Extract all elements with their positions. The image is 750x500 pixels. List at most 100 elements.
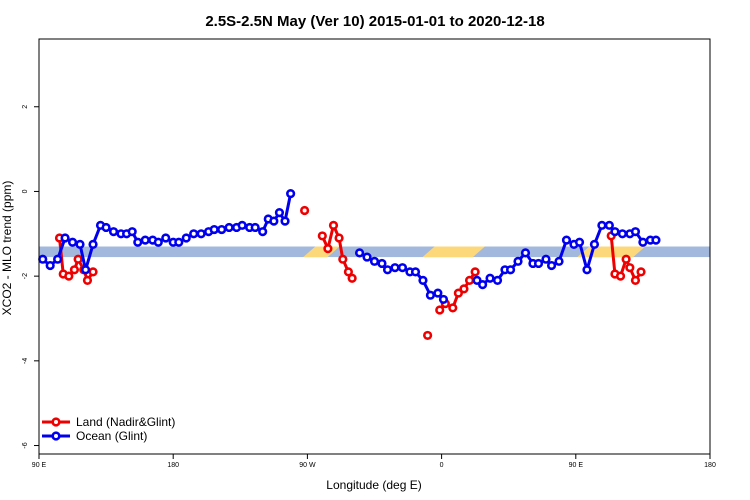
data-point <box>38 254 48 264</box>
data-point <box>438 294 449 305</box>
data-point <box>300 205 310 216</box>
x-tick-label: 180 <box>704 462 716 469</box>
data-point <box>323 244 333 254</box>
data-point <box>541 254 551 264</box>
data-point <box>75 239 85 249</box>
data-point <box>561 235 572 245</box>
data-point <box>174 237 184 247</box>
data-point <box>546 260 557 271</box>
band-land-segment <box>588 246 646 258</box>
data-point <box>280 216 290 226</box>
data-point <box>625 263 635 273</box>
y-axis: -6 -4 -2 0 2 <box>22 105 39 449</box>
data-point <box>334 233 344 243</box>
data-point <box>505 265 516 275</box>
legend-marker <box>51 417 61 427</box>
data-point <box>196 229 206 239</box>
data-point <box>435 305 445 315</box>
data-point <box>448 303 458 313</box>
data-point <box>464 275 475 285</box>
data-point <box>64 271 74 281</box>
data-point <box>217 224 227 235</box>
data-point <box>604 220 614 230</box>
data-point <box>362 252 372 262</box>
data-point <box>73 254 83 264</box>
legend: Land (Nadir&Glint)Ocean (Glint) <box>42 415 175 443</box>
data-point <box>453 288 463 298</box>
data-point <box>520 248 531 258</box>
x-tick-label: 180 <box>167 462 179 469</box>
data-point <box>382 265 393 275</box>
data-point <box>423 330 433 341</box>
data-point <box>410 267 421 277</box>
data-point <box>418 275 428 285</box>
data-point <box>88 239 98 249</box>
data-point <box>533 258 544 269</box>
data-point <box>589 239 600 249</box>
data-point <box>274 208 285 218</box>
data-point <box>615 271 626 281</box>
legend-label: Ocean (Glint) <box>76 429 147 443</box>
data-point <box>425 290 436 300</box>
data-point <box>181 233 191 243</box>
data-point <box>478 280 488 290</box>
data-point <box>397 263 408 273</box>
data-point <box>347 273 357 283</box>
data-point <box>189 229 199 239</box>
data-point <box>354 248 365 258</box>
reference-band <box>39 246 710 258</box>
data-point <box>338 254 348 264</box>
data-point <box>554 256 564 266</box>
data-point <box>250 222 260 233</box>
data-point <box>617 229 627 239</box>
y-tick-label: 0 <box>22 189 29 193</box>
x-tick-label: 90 E <box>32 462 47 469</box>
data-point <box>472 275 482 285</box>
data-point <box>69 265 80 275</box>
data-point <box>237 220 247 230</box>
plot-frame <box>38 38 711 455</box>
data-point <box>133 237 143 247</box>
data-point <box>485 273 495 283</box>
band-ocean <box>39 246 710 258</box>
data-point <box>630 227 641 237</box>
y-tick-label: -6 <box>22 442 29 448</box>
data-point <box>621 254 631 264</box>
data-point <box>636 267 646 277</box>
data-point <box>459 284 469 294</box>
data-point <box>45 260 55 271</box>
x-axis: 90 E 180 90 W 0 90 E 180 <box>32 454 716 469</box>
y-axis-label: XCO2 - MLO trend (ppm) <box>0 181 14 316</box>
data-point <box>53 254 63 264</box>
data-point <box>101 222 111 233</box>
x-tick-label: 90 W <box>299 462 316 469</box>
y-tick-label: -4 <box>22 358 29 364</box>
data-point <box>630 275 641 285</box>
data-point <box>286 188 296 199</box>
data-point <box>140 235 150 245</box>
data-point <box>161 233 171 243</box>
y-tick-label: -2 <box>22 273 29 279</box>
data-point <box>433 288 443 298</box>
data-point <box>153 237 163 247</box>
data-point <box>82 275 93 285</box>
x-tick-label: 0 <box>440 462 444 469</box>
data-point <box>80 265 91 275</box>
data-point <box>88 267 98 277</box>
data-point <box>67 237 78 247</box>
series-layer <box>38 188 661 341</box>
chart-title: 2.5S-2.5N May (Ver 10) 2015-01-01 to 202… <box>205 13 544 30</box>
data-point <box>390 263 400 273</box>
data-point <box>317 231 327 241</box>
data-point <box>638 237 648 247</box>
data-point <box>470 267 480 277</box>
data-point <box>258 227 268 237</box>
x-axis-label: Longitude (deg E) <box>326 478 421 492</box>
legend-marker <box>51 431 61 441</box>
data-point <box>60 233 70 243</box>
legend-label: Land (Nadir&Glint) <box>76 415 175 429</box>
data-point <box>582 265 592 275</box>
data-point <box>369 256 380 266</box>
data-point <box>597 220 607 230</box>
data-point <box>224 222 234 233</box>
